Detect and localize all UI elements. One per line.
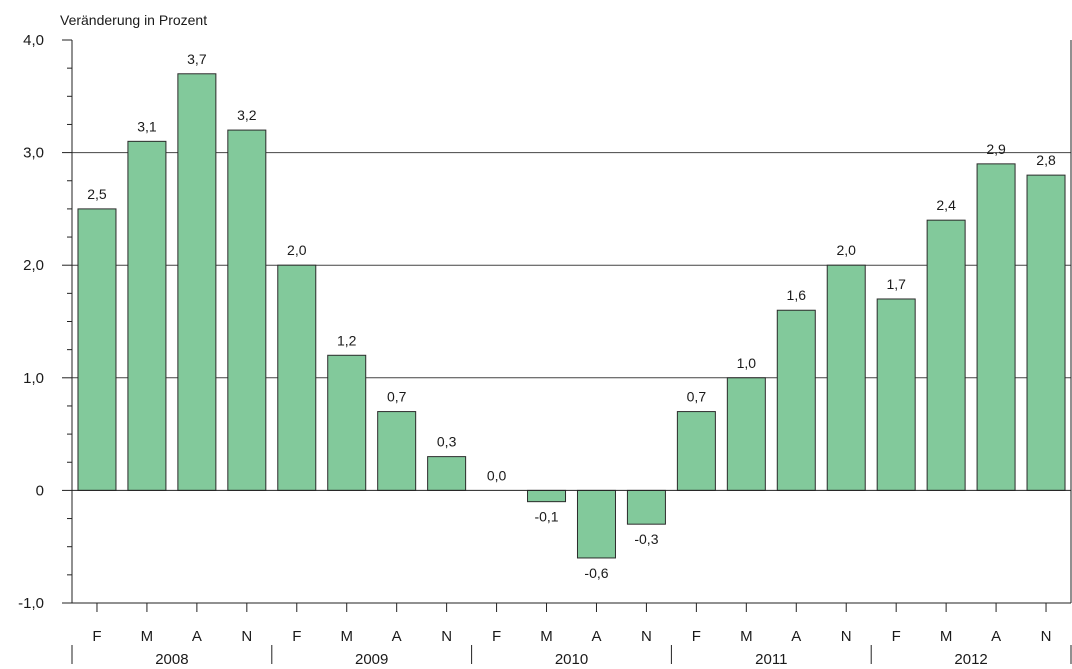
- bar-value-label: 3,7: [187, 51, 207, 67]
- bar-value-label: 1,7: [886, 276, 906, 292]
- y-tick-labels: -1,0 0 1,0 2,0 3,0 4,0: [18, 32, 44, 612]
- value-labels: 2,5 3,1 3,7 3,2 2,0 1,2 0,7 0,3 0,0 -0,1 -0,6 -0,3 0…: [87, 51, 1056, 581]
- x-tick-label: A: [392, 628, 402, 645]
- x-tick-label: N: [241, 628, 252, 645]
- x-tick-label: A: [791, 628, 801, 645]
- x-tick-label: F: [92, 628, 101, 645]
- axes: [62, 39, 1072, 664]
- year-label: 2012: [954, 651, 987, 668]
- y-tick-label: 3,0: [23, 145, 44, 162]
- y-axis-title: Veränderung in Prozent: [60, 12, 207, 28]
- x-tick-label: N: [441, 628, 452, 645]
- bar: [976, 163, 1016, 491]
- bar: [327, 354, 367, 491]
- bar-value-label: 1,6: [787, 287, 807, 303]
- y-tick-label: -1,0: [18, 595, 44, 612]
- bar-value-label: 2,4: [936, 197, 956, 213]
- bar: [826, 264, 866, 491]
- bar-value-label: 2,0: [836, 242, 856, 258]
- bar-value-label: -0,1: [534, 509, 558, 525]
- y-tick-label: 4,0: [23, 32, 44, 49]
- bar: [626, 489, 666, 525]
- year-labels: 2008 2009 2010 2011 2012: [155, 651, 988, 668]
- bar-value-label: 2,9: [986, 141, 1006, 157]
- x-tick-label: N: [841, 628, 852, 645]
- x-tick-label: A: [591, 628, 601, 645]
- bar: [726, 377, 766, 491]
- bars: [77, 73, 1066, 559]
- bar-value-label: -0,6: [584, 565, 608, 581]
- x-tick-label: F: [292, 628, 301, 645]
- bar: [576, 489, 616, 559]
- bar: [377, 411, 417, 491]
- bar: [277, 264, 317, 491]
- year-label: 2009: [355, 651, 388, 668]
- y-tick-label: 1,0: [23, 370, 44, 387]
- x-tick-label: F: [692, 628, 701, 645]
- bar-value-label: 2,5: [87, 186, 107, 202]
- y-tick-label: 2,0: [23, 257, 44, 274]
- bar: [177, 73, 217, 491]
- bar: [926, 219, 966, 491]
- x-tick-label: F: [492, 628, 501, 645]
- bar: [77, 208, 117, 491]
- bar-value-label: -0,3: [634, 531, 658, 547]
- year-label: 2008: [155, 651, 188, 668]
- bar-value-label: 3,1: [137, 118, 157, 134]
- x-tick-label: A: [991, 628, 1001, 645]
- bar-value-label: 2,0: [287, 242, 307, 258]
- bar-value-label: 0,7: [387, 389, 407, 405]
- bar-value-label: 1,2: [337, 332, 357, 348]
- bar: [127, 140, 167, 491]
- year-label: 2011: [755, 651, 787, 668]
- year-label: 2010: [555, 651, 588, 668]
- bar-value-label: 0,3: [437, 434, 457, 450]
- x-tick-label: M: [141, 628, 154, 645]
- x-tick-label: N: [1041, 628, 1052, 645]
- x-tick-label: M: [340, 628, 353, 645]
- x-tick-label: N: [641, 628, 652, 645]
- x-tick-label: M: [940, 628, 953, 645]
- x-tick-label: M: [740, 628, 753, 645]
- x-tick-label: A: [192, 628, 202, 645]
- bar-value-label: 2,8: [1036, 152, 1056, 168]
- x-tick-label: M: [540, 628, 553, 645]
- bar-value-label: 0,7: [687, 389, 707, 405]
- bar: [227, 129, 267, 491]
- bar: [676, 411, 716, 491]
- bar-value-label: 0,0: [487, 467, 507, 483]
- gridlines: [72, 152, 1071, 379]
- x-tick-label: F: [892, 628, 901, 645]
- bar: [776, 309, 816, 491]
- bar-value-label: 1,0: [737, 355, 757, 371]
- y-tick-label: 0: [36, 482, 44, 499]
- bar: [427, 456, 467, 491]
- bar: [876, 298, 916, 491]
- bar: [1026, 174, 1066, 491]
- bar-value-label: 3,2: [237, 107, 257, 123]
- bar: [527, 489, 567, 503]
